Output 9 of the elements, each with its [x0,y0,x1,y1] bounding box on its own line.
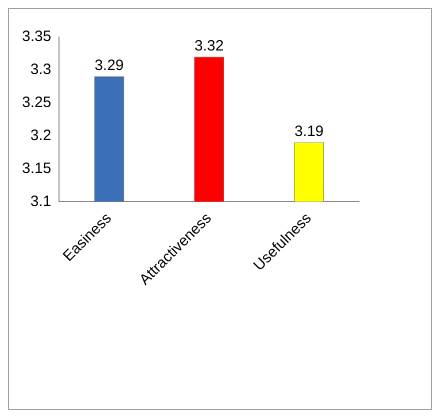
y-tick-label: 3.15 [22,160,52,177]
data-label: 3.32 [194,37,224,54]
data-label: 3.19 [294,123,324,140]
y-tick-label: 3.3 [30,61,52,78]
data-label: 3.29 [94,57,124,74]
y-tick-label: 3.1 [30,192,52,210]
y-tick-label: 3.2 [30,126,52,144]
y-tick-label: 3.35 [22,28,52,46]
y-tick-label: 3.25 [22,94,52,112]
